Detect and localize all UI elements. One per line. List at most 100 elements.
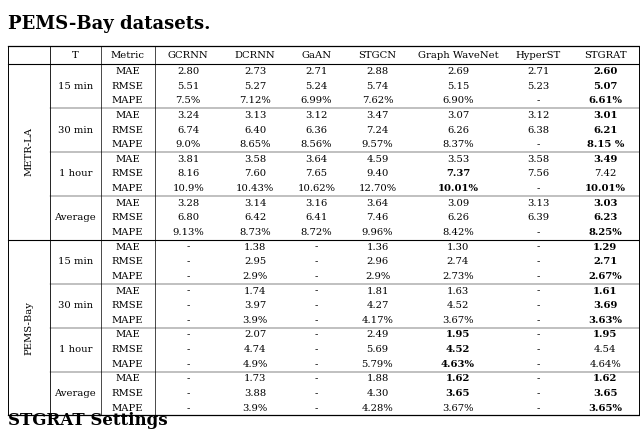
Text: 2.73: 2.73 bbox=[244, 67, 266, 76]
Text: GCRNN: GCRNN bbox=[168, 51, 209, 60]
Text: 2.07: 2.07 bbox=[244, 331, 266, 339]
Text: -: - bbox=[536, 345, 540, 354]
Text: 8.65%: 8.65% bbox=[239, 140, 271, 149]
Text: 15 min: 15 min bbox=[58, 257, 93, 266]
Text: 4.74: 4.74 bbox=[244, 345, 266, 354]
Text: T: T bbox=[72, 51, 79, 60]
Text: 5.79%: 5.79% bbox=[362, 360, 394, 369]
Text: RMSE: RMSE bbox=[112, 301, 143, 310]
Text: MAPE: MAPE bbox=[112, 96, 143, 105]
Text: 10.01%: 10.01% bbox=[437, 184, 478, 193]
Text: MAE: MAE bbox=[115, 111, 140, 120]
Text: 7.42: 7.42 bbox=[594, 169, 616, 179]
Text: MAPE: MAPE bbox=[112, 316, 143, 325]
Text: 3.24: 3.24 bbox=[177, 111, 199, 120]
Text: 4.17%: 4.17% bbox=[362, 316, 394, 325]
Text: -: - bbox=[536, 389, 540, 398]
Text: -: - bbox=[315, 272, 318, 281]
Text: RMSE: RMSE bbox=[112, 257, 143, 266]
Text: MAPE: MAPE bbox=[112, 228, 143, 237]
Text: 6.74: 6.74 bbox=[177, 126, 199, 134]
Text: 3.07: 3.07 bbox=[447, 111, 469, 120]
Text: 3.13: 3.13 bbox=[244, 111, 266, 120]
Text: METR-LA: METR-LA bbox=[24, 127, 33, 176]
Text: 2.49: 2.49 bbox=[366, 331, 388, 339]
Text: -: - bbox=[536, 243, 540, 251]
Text: 9.0%: 9.0% bbox=[175, 140, 201, 149]
Text: 3.88: 3.88 bbox=[244, 389, 266, 398]
Text: MAE: MAE bbox=[115, 155, 140, 164]
Text: 2.74: 2.74 bbox=[447, 257, 469, 266]
Text: 3.58: 3.58 bbox=[527, 155, 549, 164]
Text: 2.67%: 2.67% bbox=[588, 272, 622, 281]
Text: 1.81: 1.81 bbox=[366, 286, 388, 296]
Text: MAPE: MAPE bbox=[112, 404, 143, 413]
Text: 8.42%: 8.42% bbox=[442, 228, 474, 237]
Text: 2.69: 2.69 bbox=[447, 67, 469, 76]
Text: 6.41: 6.41 bbox=[305, 213, 328, 222]
Text: -: - bbox=[536, 404, 540, 413]
Text: 1.29: 1.29 bbox=[593, 243, 618, 251]
Text: 4.64%: 4.64% bbox=[589, 360, 621, 369]
Text: -: - bbox=[315, 286, 318, 296]
Text: -: - bbox=[315, 331, 318, 339]
Text: 6.26: 6.26 bbox=[447, 213, 469, 222]
Text: -: - bbox=[186, 257, 190, 266]
Text: 7.12%: 7.12% bbox=[239, 96, 271, 105]
Text: MAE: MAE bbox=[115, 286, 140, 296]
Text: 3.65: 3.65 bbox=[445, 389, 470, 398]
Text: 6.90%: 6.90% bbox=[442, 96, 474, 105]
Text: 2.60: 2.60 bbox=[593, 67, 618, 76]
Text: 3.16: 3.16 bbox=[305, 199, 328, 208]
Text: -: - bbox=[315, 243, 318, 251]
Text: 7.37: 7.37 bbox=[446, 169, 470, 179]
Text: -: - bbox=[186, 243, 190, 251]
Text: 7.24: 7.24 bbox=[366, 126, 388, 134]
Text: 1.62: 1.62 bbox=[445, 374, 470, 383]
Text: 8.15 %: 8.15 % bbox=[587, 140, 624, 149]
Text: 2.96: 2.96 bbox=[367, 257, 388, 266]
Text: RMSE: RMSE bbox=[112, 82, 143, 91]
Text: 7.60: 7.60 bbox=[244, 169, 266, 179]
Text: 5.15: 5.15 bbox=[447, 82, 469, 91]
Text: MAE: MAE bbox=[115, 199, 140, 208]
Text: Graph WaveNet: Graph WaveNet bbox=[417, 51, 498, 60]
Text: 1.74: 1.74 bbox=[244, 286, 266, 296]
Text: RMSE: RMSE bbox=[112, 345, 143, 354]
Text: -: - bbox=[186, 404, 190, 413]
Text: MAE: MAE bbox=[115, 374, 140, 383]
Text: HyperST: HyperST bbox=[516, 51, 561, 60]
Text: 7.62%: 7.62% bbox=[362, 96, 393, 105]
Text: DCRNN: DCRNN bbox=[235, 51, 275, 60]
Text: MAPE: MAPE bbox=[112, 184, 143, 193]
Text: 1.88: 1.88 bbox=[366, 374, 388, 383]
Text: RMSE: RMSE bbox=[112, 213, 143, 222]
Text: 2.73%: 2.73% bbox=[442, 272, 474, 281]
Text: -: - bbox=[536, 140, 540, 149]
Text: -: - bbox=[186, 301, 190, 310]
Text: 3.13: 3.13 bbox=[527, 199, 550, 208]
Text: 30 min: 30 min bbox=[58, 126, 93, 134]
Text: MAPE: MAPE bbox=[112, 360, 143, 369]
Text: 6.80: 6.80 bbox=[177, 213, 199, 222]
Text: 7.56: 7.56 bbox=[527, 169, 549, 179]
Text: 1 hour: 1 hour bbox=[59, 169, 92, 179]
Text: -: - bbox=[186, 345, 190, 354]
Text: 10.01%: 10.01% bbox=[585, 184, 626, 193]
Text: 3.12: 3.12 bbox=[527, 111, 550, 120]
Text: 1.73: 1.73 bbox=[244, 374, 266, 383]
Text: -: - bbox=[186, 286, 190, 296]
Text: PEMS-Bay: PEMS-Bay bbox=[24, 301, 33, 354]
Text: 3.63%: 3.63% bbox=[588, 316, 622, 325]
Text: 1.95: 1.95 bbox=[593, 331, 618, 339]
Text: 10.43%: 10.43% bbox=[236, 184, 274, 193]
Text: 3.01: 3.01 bbox=[593, 111, 618, 120]
Text: 5.07: 5.07 bbox=[593, 82, 618, 91]
Text: 3.53: 3.53 bbox=[447, 155, 469, 164]
Text: Average: Average bbox=[54, 389, 96, 398]
Text: -: - bbox=[536, 374, 540, 383]
Text: 3.03: 3.03 bbox=[593, 199, 618, 208]
Text: 2.9%: 2.9% bbox=[365, 272, 390, 281]
Text: -: - bbox=[536, 184, 540, 193]
Text: 5.74: 5.74 bbox=[366, 82, 388, 91]
